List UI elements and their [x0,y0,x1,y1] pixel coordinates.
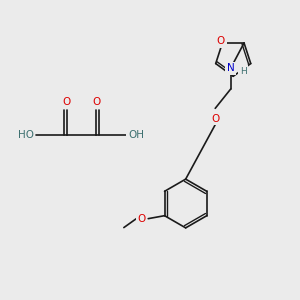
Text: O: O [92,98,101,107]
Text: HO: HO [18,130,34,140]
Text: O: O [217,37,225,46]
Text: H: H [240,67,247,76]
Text: O: O [137,214,146,224]
Text: O: O [63,98,71,107]
Text: N: N [227,63,235,73]
Text: O: O [211,114,219,124]
Text: OH: OH [128,130,144,140]
